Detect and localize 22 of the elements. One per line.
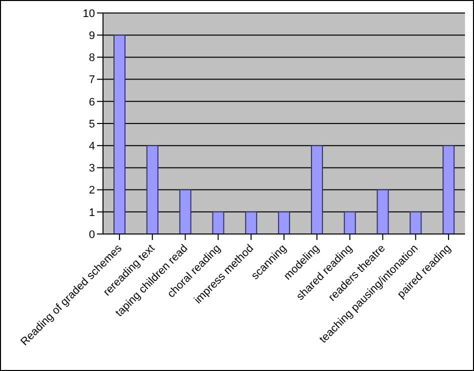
bar	[245, 211, 258, 234]
y-tick-label: 10	[82, 8, 95, 20]
y-tick-label: 1	[88, 206, 95, 219]
y-tick-label: 8	[88, 52, 95, 64]
bar	[344, 211, 356, 234]
bar	[410, 211, 422, 234]
y-tick-label: 6	[88, 96, 95, 108]
y-tick-label: 2	[88, 184, 95, 197]
bar	[278, 211, 290, 234]
bar	[212, 211, 224, 234]
bar	[114, 34, 126, 234]
y-tick-label: 5	[88, 118, 95, 130]
bar	[442, 145, 455, 234]
y-tick-label: 0	[88, 228, 95, 241]
bar	[310, 145, 323, 234]
y-tick-label: 4	[88, 140, 95, 153]
y-tick-label: 3	[88, 162, 95, 175]
bar	[146, 145, 158, 234]
bar	[179, 189, 192, 234]
y-tick-label: 7	[88, 74, 95, 86]
y-tick-label: 9	[88, 30, 95, 42]
bar	[376, 189, 389, 234]
